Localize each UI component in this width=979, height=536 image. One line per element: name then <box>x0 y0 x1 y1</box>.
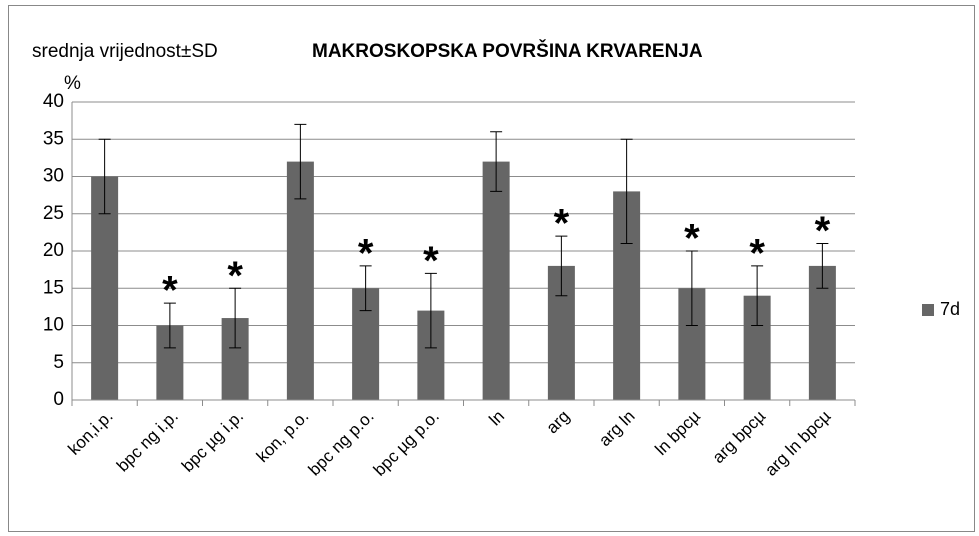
x-tick-label: ln <box>485 407 508 430</box>
significance-mark: * <box>227 254 243 298</box>
significance-mark: * <box>684 217 700 261</box>
x-tick-label: arg bpcµ <box>709 406 770 467</box>
significance-mark: * <box>162 269 178 313</box>
error-bar <box>359 265 372 312</box>
y-tick-label: 35 <box>43 128 64 149</box>
x-tick-label: bpc ng i.p. <box>113 407 182 476</box>
bar <box>482 161 510 400</box>
x-tick-label: bpc µg i.p. <box>178 407 247 476</box>
chart-title: MAKROSKOPSKA POVRŠINA KRVARENJA <box>312 40 703 62</box>
error-bar <box>751 265 764 326</box>
significance-mark: * <box>358 231 374 275</box>
error-bar <box>294 123 307 200</box>
error-bar <box>816 243 829 289</box>
bar <box>286 161 314 400</box>
error-bar <box>424 272 437 349</box>
x-tick-label: kon,i.p. <box>64 407 116 459</box>
x-tick-label: arg ln bpcµ <box>761 406 834 479</box>
significance-mark: * <box>749 231 765 275</box>
significance-mark: * <box>423 239 439 283</box>
y-axis-label: srednja vrijednost±SD <box>32 41 218 62</box>
x-tick-label: kon, p.o. <box>253 407 313 467</box>
x-tick-label: bpc µg p.o. <box>370 407 443 480</box>
significance-mark: * <box>554 202 570 246</box>
y-tick-label: 5 <box>53 352 64 373</box>
error-bar <box>685 250 698 326</box>
significance-mark: * <box>815 209 831 253</box>
error-bar <box>555 235 568 297</box>
y-tick-label: 30 <box>43 166 64 187</box>
x-tick-label: arg <box>543 407 574 438</box>
y-tick-label: 20 <box>43 240 64 261</box>
error-bar <box>229 287 242 349</box>
x-tick-label: arg ln <box>595 407 639 451</box>
y-tick-label: 10 <box>43 315 64 336</box>
chart-frame <box>8 5 975 532</box>
y-tick-label: 0 <box>53 389 64 410</box>
error-bar <box>163 302 176 349</box>
x-tick-label: bpc ng p.o. <box>305 407 378 480</box>
x-tick-label: ln bpcµ <box>651 406 704 459</box>
error-bar <box>98 138 111 215</box>
y-tick-label: 15 <box>43 277 64 298</box>
legend-label: 7d <box>940 299 960 319</box>
y-tick-label: 40 <box>43 91 64 112</box>
legend-swatch <box>922 304 934 316</box>
y-tick-label: 25 <box>43 203 64 224</box>
y-axis-unit: % <box>64 73 81 94</box>
error-bar <box>620 138 633 245</box>
error-bar <box>490 131 503 192</box>
